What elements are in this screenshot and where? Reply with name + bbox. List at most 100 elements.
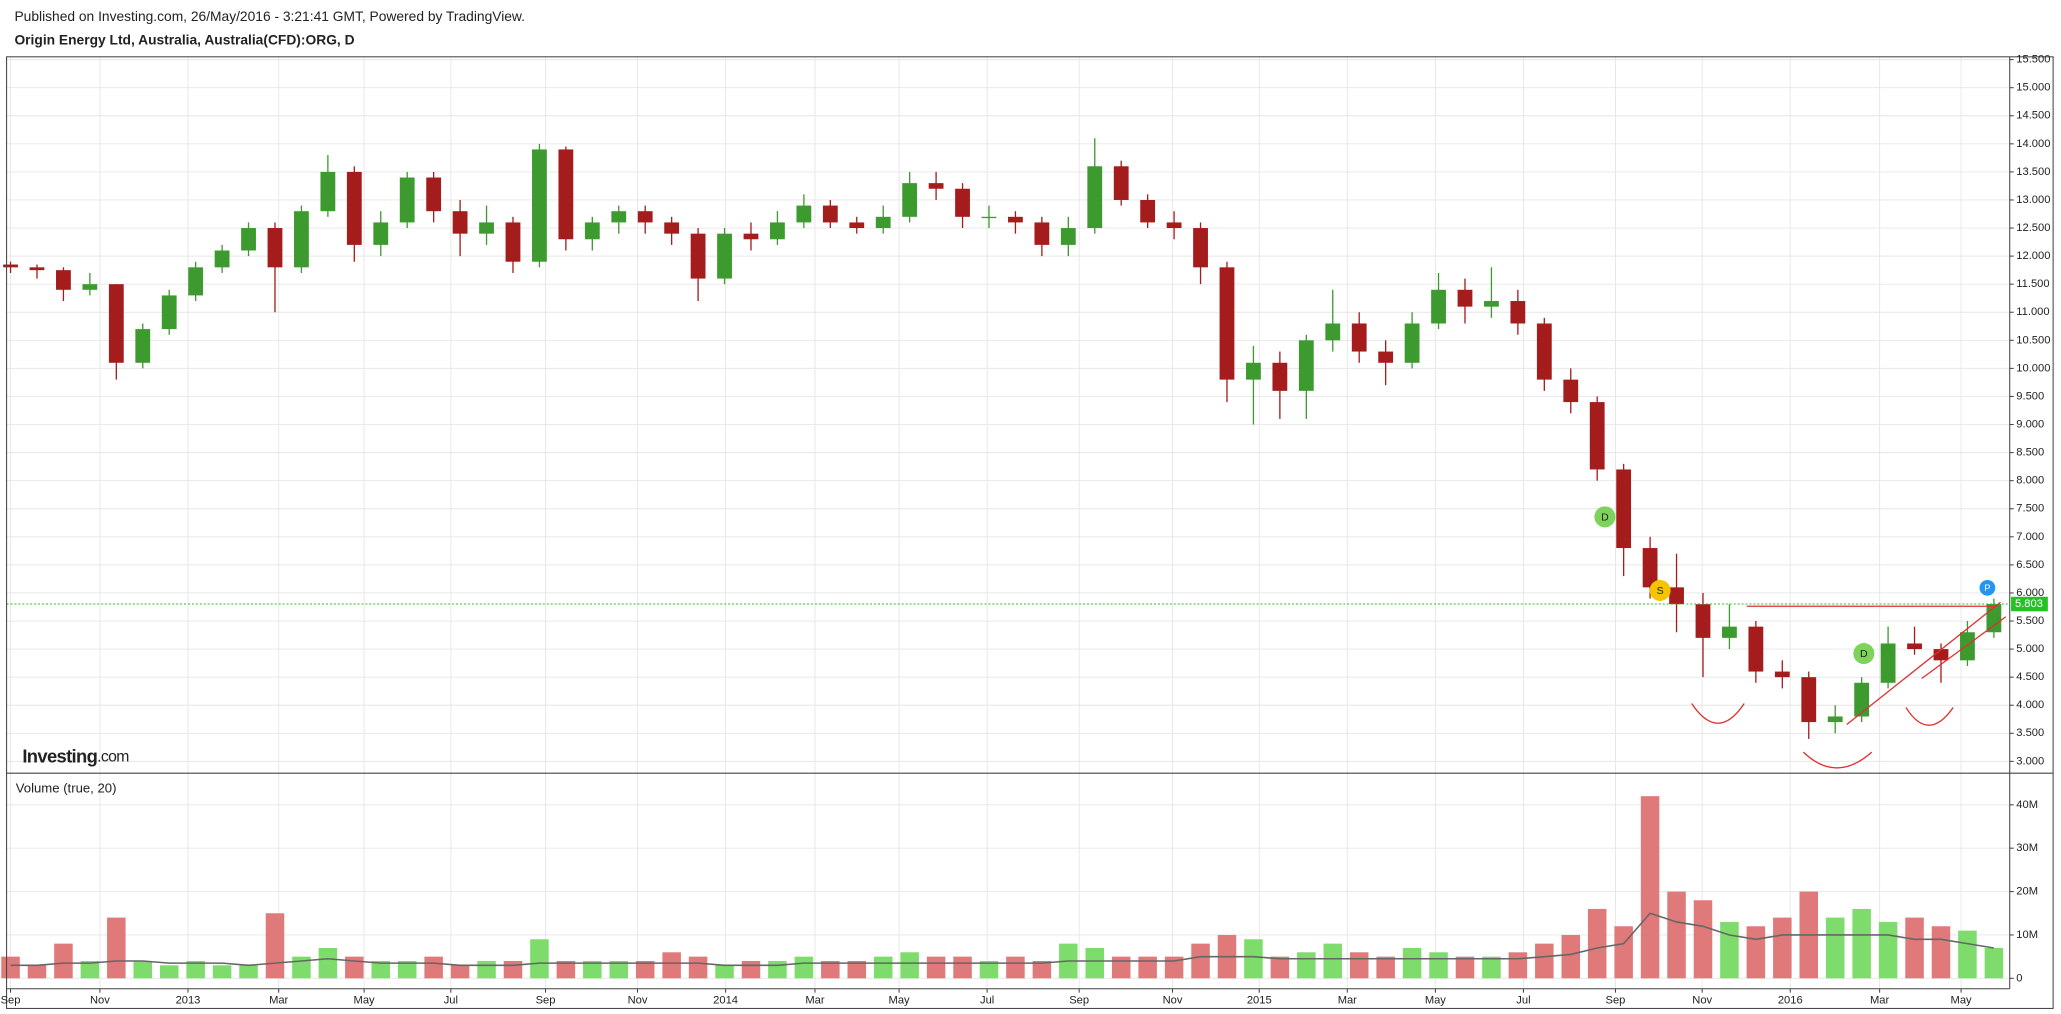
- volume-bar: [318, 947, 338, 979]
- volume-bar: [768, 960, 787, 979]
- candle-body: [532, 149, 547, 262]
- x-tick-label: 2016: [1778, 995, 1803, 1007]
- candle-body: [1034, 222, 1050, 245]
- marker-label: D: [1860, 648, 1868, 660]
- volume-bar: [133, 960, 153, 979]
- candle-body: [1008, 216, 1023, 223]
- volume-bar: [1773, 917, 1792, 979]
- candle-body: [1642, 548, 1658, 588]
- candle-body: [1510, 301, 1526, 324]
- volume-bar: [1984, 947, 2004, 979]
- candle-body: [161, 295, 177, 330]
- arc: [1691, 703, 1745, 724]
- volume-bar: [397, 960, 417, 979]
- candle-body: [611, 211, 627, 223]
- candle-body: [1669, 587, 1684, 605]
- candle-body: [1404, 323, 1420, 363]
- y-tick-label: 20M: [2016, 886, 2038, 898]
- volume-bar: [1905, 917, 1924, 979]
- x-tick-label: Nov: [1692, 995, 1712, 1007]
- candle-body: [399, 177, 415, 223]
- candle-body: [955, 188, 970, 217]
- volume-bar: [450, 965, 470, 979]
- volume-bar: [1244, 939, 1263, 979]
- volume-bar: [926, 956, 946, 979]
- volume-bar: [424, 956, 443, 979]
- x-tick-label: 2013: [176, 995, 201, 1007]
- y-tick-label: 11.000: [2016, 306, 2049, 318]
- volume-bar: [1746, 926, 1766, 979]
- x-tick-label: Sep: [1069, 995, 1089, 1007]
- volume-bar: [1587, 908, 1607, 979]
- candle-body: [743, 233, 759, 240]
- candle-body: [294, 211, 309, 268]
- volume-bar: [635, 960, 655, 979]
- volume-bar: [821, 960, 840, 979]
- candle-body: [1457, 289, 1473, 307]
- volume-bar: [1852, 908, 1871, 979]
- candle-body: [981, 216, 997, 219]
- x-tick-label: May: [1951, 995, 1972, 1007]
- y-tick-label: 13.000: [2016, 194, 2050, 206]
- y-tick-label: 12.000: [2016, 250, 2050, 262]
- y-tick-label: 10.500: [2016, 334, 2050, 346]
- marker-label: D: [1601, 511, 1609, 523]
- y-tick-label: 8.500: [2016, 447, 2044, 459]
- volume-bar: [741, 960, 761, 979]
- volume-bar: [583, 960, 602, 979]
- candle-body: [1351, 323, 1367, 352]
- volume-bar: [371, 960, 391, 979]
- volume-bar: [1, 956, 20, 979]
- candle-body: [637, 211, 653, 223]
- arc: [1905, 707, 1954, 726]
- drawings: [1691, 601, 2007, 769]
- volume-bar: [503, 960, 523, 979]
- y-tick-label: 3.000: [2016, 755, 2044, 767]
- event-markers: D S D P: [1594, 506, 1996, 665]
- candle-body: [346, 171, 362, 245]
- candle-body: [56, 270, 71, 290]
- candle-body: [584, 222, 600, 240]
- candle-body: [188, 267, 204, 296]
- volume-bar: [1138, 956, 1157, 979]
- logo-suffix: .com: [97, 749, 129, 766]
- candle-body: [267, 228, 283, 268]
- x-tick-label: Jul: [444, 995, 458, 1007]
- y-tick-label: 4.500: [2016, 671, 2044, 683]
- candle-body: [1774, 671, 1790, 678]
- y-tick-label: 13.500: [2016, 166, 2050, 178]
- x-tick-label: Nov: [90, 995, 110, 1007]
- volume-bar: [1111, 956, 1131, 979]
- volume-bar: [1323, 943, 1343, 979]
- marker-label: P: [1984, 583, 1990, 593]
- y-tick-label: 9.000: [2016, 418, 2044, 430]
- volume-bar: [979, 960, 999, 979]
- candle-body: [1087, 166, 1103, 229]
- marker: [1594, 506, 1616, 528]
- volume-bar: [900, 952, 919, 979]
- volume-bar: [715, 965, 734, 979]
- volume-bar: [1402, 947, 1422, 979]
- candle-body: [928, 183, 944, 189]
- candle-body: [1060, 228, 1076, 245]
- candle-body: [241, 228, 256, 251]
- volume-bar: [609, 960, 629, 979]
- x-tick-label: Nov: [1163, 995, 1183, 1007]
- trend-line: [1846, 601, 2001, 726]
- candle-body: [426, 177, 442, 212]
- candle-body: [1113, 166, 1129, 200]
- volume-bar: [1006, 956, 1025, 979]
- candle-body: [320, 171, 336, 212]
- symbol-title: Origin Energy Ltd, Australia, Australia(…: [14, 33, 354, 48]
- y-tick-label: 9.500: [2016, 390, 2044, 402]
- y-tick-label: 15.500: [2016, 54, 2050, 66]
- candle-body: [108, 284, 124, 363]
- volume-bar: [159, 965, 179, 979]
- volume-bar: [477, 960, 496, 979]
- candle-body: [135, 329, 151, 363]
- marks: [1, 138, 2010, 979]
- candle-body: [1193, 228, 1208, 268]
- candle-body: [717, 233, 732, 279]
